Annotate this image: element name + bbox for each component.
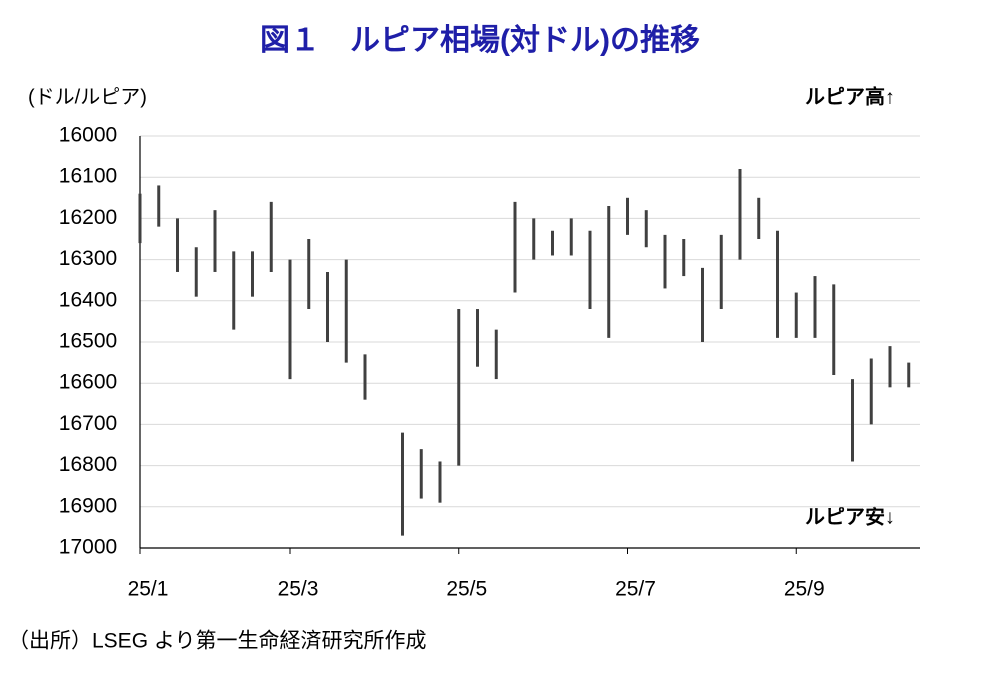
y-tick-label: 17000: [59, 536, 117, 559]
y-axis-label: (ドル/ルピア): [28, 86, 147, 108]
x-tick-label: 25/7: [615, 578, 656, 601]
annotation: ルピア高↑: [805, 84, 895, 108]
y-tick-label: 16300: [59, 247, 117, 270]
y-tick-label: 16100: [59, 165, 117, 188]
y-tick-label: 16200: [59, 206, 117, 229]
x-tick-label: 25/3: [278, 578, 319, 601]
y-tick-label: 16600: [59, 371, 117, 394]
chart-title: 図１ ルピア相場(対ドル)の推移: [260, 24, 700, 57]
y-tick-label: 16700: [59, 412, 117, 435]
x-tick-label: 25/1: [128, 578, 169, 601]
annotation: ルピア安↓: [805, 504, 895, 528]
x-tick-label: 25/9: [784, 578, 825, 601]
y-tick-label: 16000: [59, 124, 117, 147]
y-tick-label: 16800: [59, 453, 117, 476]
y-tick-label: 16400: [59, 288, 117, 311]
y-tick-label: 16500: [59, 330, 117, 353]
x-tick-label: 25/5: [446, 578, 487, 601]
y-tick-label: 16900: [59, 494, 117, 517]
source-note: （出所）LSEG より第一生命経済研究所作成: [8, 630, 426, 653]
